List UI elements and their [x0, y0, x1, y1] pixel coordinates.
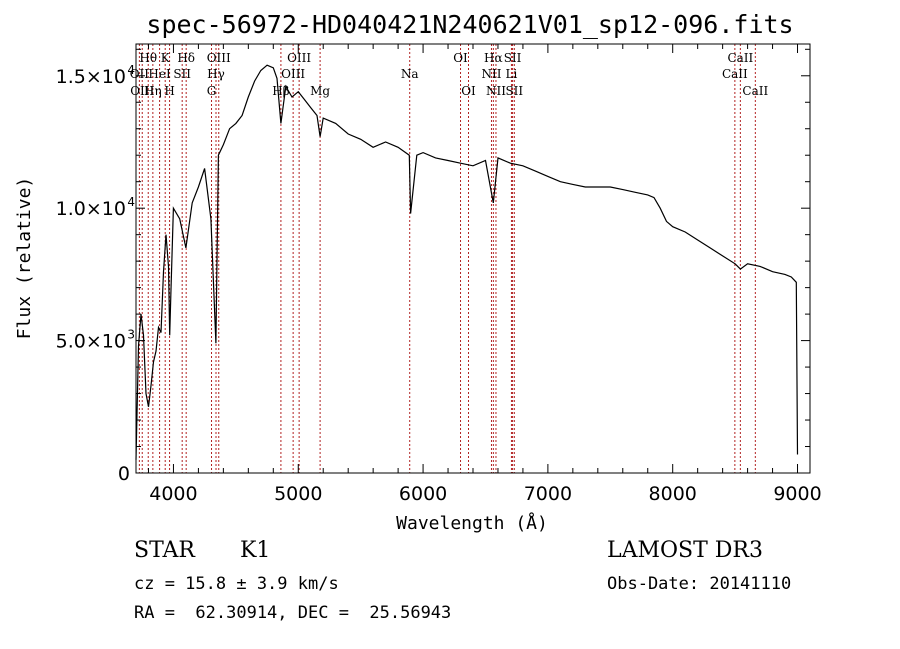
x-tick-label: 6000 [399, 483, 447, 505]
survey-name: LAMOST DR3 [607, 538, 763, 563]
line-label: OI [453, 51, 468, 65]
y-tick-exponent: 4 [127, 195, 135, 209]
line-label: Hη [144, 84, 162, 98]
line-label: OIII [207, 51, 231, 65]
line-label: K [161, 51, 171, 65]
line-label: Hα [484, 51, 503, 65]
y-tick-label: 1.5×10 [56, 66, 126, 88]
line-label: SII [505, 84, 523, 98]
spectrum-chart: spec-56972-HD040421N240621V01_sp12-096.f… [14, 10, 822, 534]
line-label: OII [130, 67, 150, 81]
line-label: Li [506, 67, 518, 81]
y-tick-label: 1.0×10 [56, 198, 126, 220]
line-label: CaII [727, 51, 753, 65]
emission-line-markers [138, 44, 756, 473]
line-label: SII [504, 51, 522, 65]
line-label: OIII [281, 67, 305, 81]
chart-title: spec-56972-HD040421N240621V01_sp12-096.f… [146, 10, 793, 39]
x-tick-label: 4000 [149, 483, 197, 505]
observation-date: Obs-Date: 20141110 [607, 574, 792, 594]
y-tick-label: 5.0×10 [56, 331, 126, 353]
line-label: HeI [148, 67, 171, 81]
line-label: G [207, 84, 217, 98]
line-label: H [164, 84, 174, 98]
line-label: SII [173, 67, 191, 81]
y-axis-label: Flux (relative) [14, 177, 35, 340]
y-tick-exponent: 4 [127, 63, 135, 77]
x-axis-ticks: 4000 5000 6000 7000 8000 9000 [147, 44, 822, 505]
redshift-velocity: cz = 15.8 ± 3.9 km/s [134, 574, 339, 594]
line-label: Na [401, 67, 419, 81]
plot-frame [135, 43, 811, 474]
coordinates: RA = 62.30914, DEC = 25.56943 [134, 603, 452, 623]
line-label: CaII [742, 84, 768, 98]
line-label: Mg [310, 84, 330, 98]
y-tick-exponent: 3 [127, 328, 135, 342]
x-tick-label: 8000 [649, 483, 697, 505]
x-axis-label: Wavelength (Å) [396, 512, 548, 534]
line-label: Hγ [207, 67, 225, 81]
x-tick-label: 9000 [773, 483, 821, 505]
x-tick-label: 7000 [524, 483, 572, 505]
spectrum-line [135, 64, 799, 460]
line-label: Hθ [139, 51, 157, 65]
line-label: NII [486, 84, 506, 98]
line-label: Hδ [177, 51, 195, 65]
object-subclass: K1 [240, 538, 271, 563]
line-label: NII [481, 67, 501, 81]
line-label: OI [461, 84, 476, 98]
line-label: Hβ [272, 84, 289, 98]
object-class: STAR [134, 538, 195, 563]
y-tick-label: 0 [118, 463, 130, 485]
line-label: OIII [287, 51, 311, 65]
x-tick-label: 5000 [274, 483, 322, 505]
line-label: CaII [722, 67, 748, 81]
y-axis-ticks: 05.0×10 31.0×10 41.5×10 4 [56, 48, 810, 485]
